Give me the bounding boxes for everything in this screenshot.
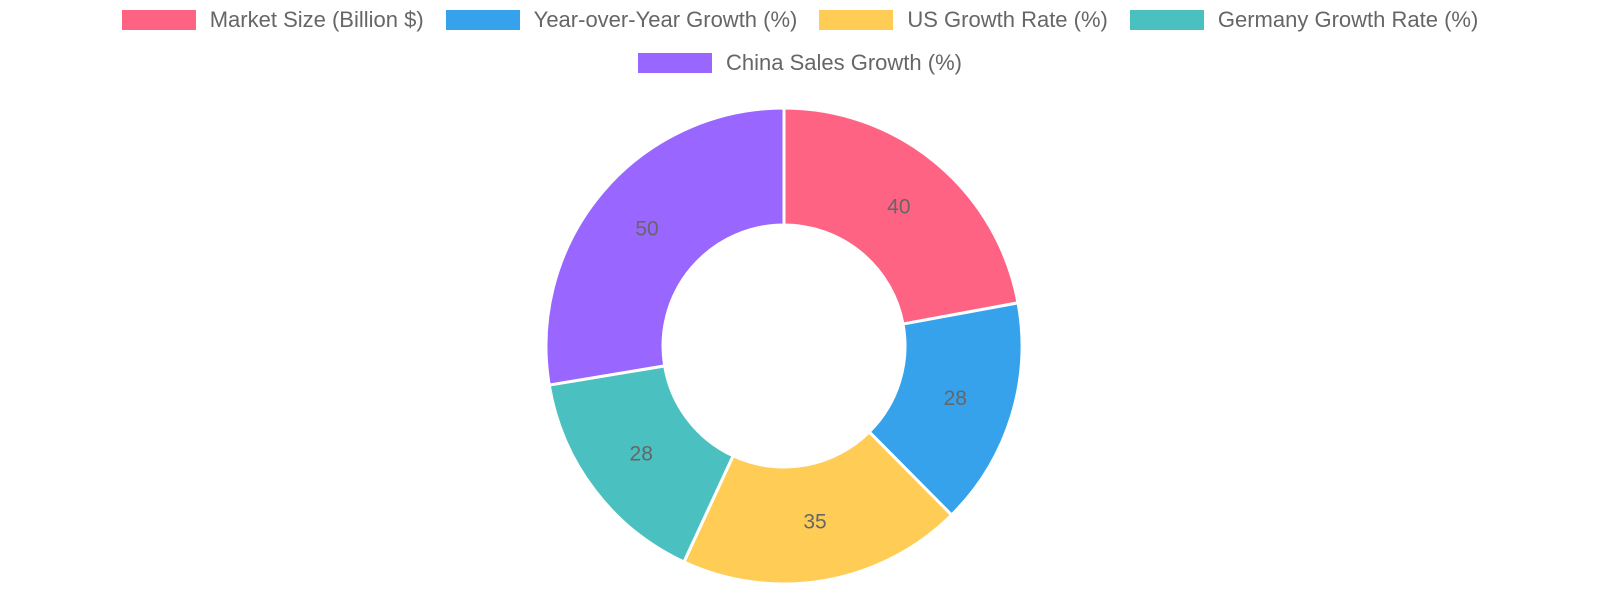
legend-label: China Sales Growth (%) — [726, 50, 962, 75]
legend-swatch — [445, 10, 520, 30]
legend-swatch — [1129, 10, 1204, 30]
legend-item[interactable]: US Growth Rate (%) — [819, 7, 1108, 32]
legend-item[interactable]: China Sales Growth (%) — [638, 50, 962, 75]
doughnut-slice[interactable] — [782, 106, 1020, 326]
legend-label: Market Size (Billion $) — [209, 7, 424, 32]
legend-item[interactable]: Germany Growth Rate (%) — [1129, 7, 1479, 32]
legend-label: Germany Growth Rate (%) — [1217, 7, 1479, 32]
slice-value-label: 28 — [630, 442, 653, 465]
doughnut-slice[interactable] — [544, 106, 786, 387]
slice-value-label: 35 — [803, 510, 826, 533]
legend-item[interactable]: Market Size (Billion $) — [121, 7, 424, 32]
legend-item[interactable]: Year-over-Year Growth (%) — [445, 7, 798, 32]
doughnut-slice[interactable] — [681, 429, 954, 586]
legend-label: Year-over-Year Growth (%) — [533, 7, 798, 32]
legend-swatch — [121, 10, 196, 30]
doughnut-slice[interactable] — [547, 364, 736, 564]
legend-swatch — [638, 53, 712, 73]
doughnut-slice[interactable] — [867, 301, 1024, 518]
chart-legend: Market Size (Billion $) Year-over-Year Gr… — [60, 7, 1540, 75]
slice-value-label: 40 — [887, 196, 910, 219]
slice-value-label: 50 — [635, 218, 658, 241]
slice-value-label: 28 — [944, 387, 967, 410]
legend-label: US Growth Rate (%) — [907, 7, 1108, 32]
legend-swatch — [819, 10, 894, 30]
